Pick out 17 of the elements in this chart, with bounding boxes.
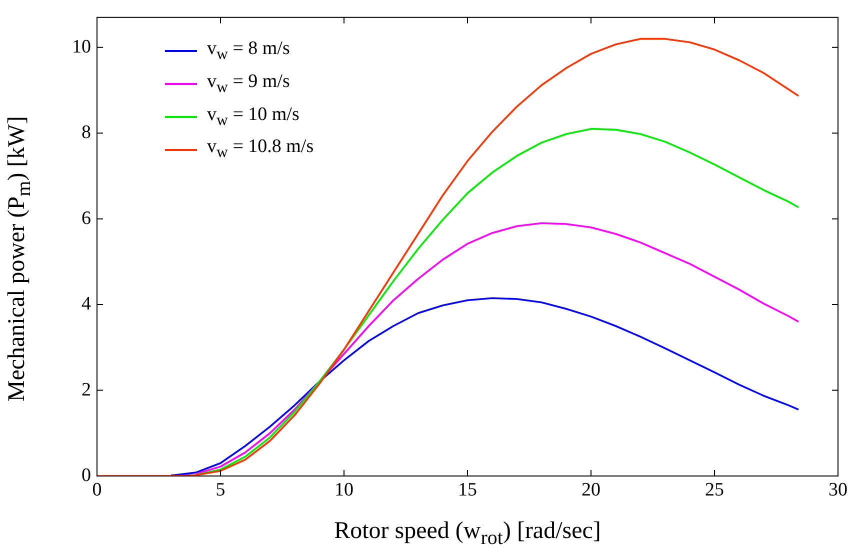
legend-label: v$_{w}$ = 10 m/s bbox=[207, 102, 300, 130]
y-tick-label: 2 bbox=[82, 379, 91, 400]
x-tick-label: 30 bbox=[828, 479, 848, 500]
legend-label: v$_{w}$ = 10.8 m/s bbox=[207, 135, 314, 164]
x-tick-label: 10 bbox=[334, 479, 354, 500]
x-tick-label: 15 bbox=[458, 479, 477, 500]
legend-label: v$_{w}$ = 8 m/s bbox=[207, 37, 290, 65]
x-tick-label: 20 bbox=[582, 479, 600, 500]
x-axis-title: Rotor speed (w$_{rot}$) [rad/sec] bbox=[333, 518, 602, 550]
x-tick-label: 25 bbox=[705, 479, 724, 500]
y-tick-label: 10 bbox=[72, 36, 91, 58]
y-tick-label: 0 bbox=[82, 464, 91, 486]
x-tick-label: 5 bbox=[216, 479, 226, 500]
y-tick-label: 6 bbox=[82, 208, 91, 229]
y-tick-label: 4 bbox=[82, 294, 92, 315]
y-tick-label: 8 bbox=[82, 122, 91, 144]
legend-label: v$_{w}$ = 9 m/s bbox=[207, 70, 290, 98]
